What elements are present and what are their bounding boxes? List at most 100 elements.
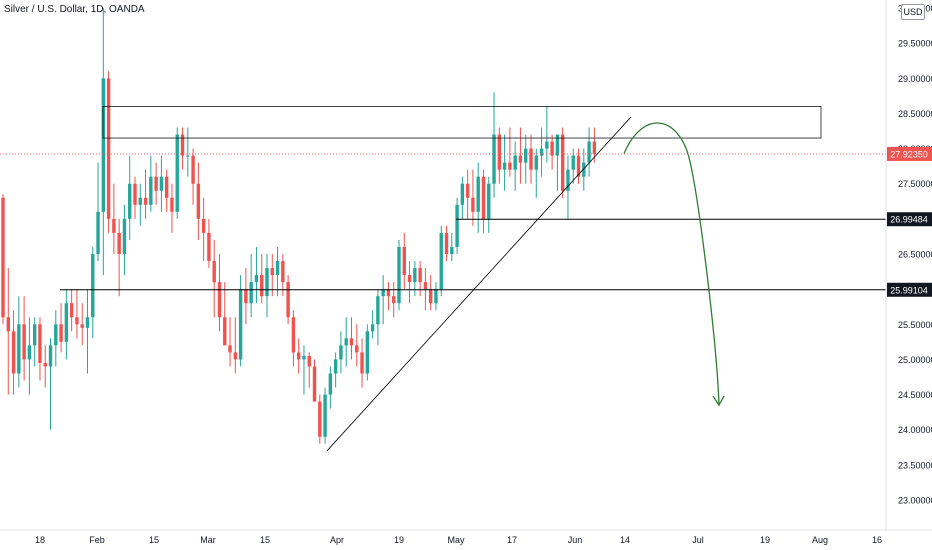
ascending-trendline[interactable] <box>326 116 632 452</box>
candle <box>344 317 348 367</box>
candle-body <box>217 282 222 318</box>
candle <box>423 268 428 311</box>
candle-body <box>212 261 216 283</box>
candle-body <box>355 345 359 353</box>
candle-body <box>149 176 153 205</box>
candle <box>318 394 322 444</box>
candle <box>365 324 370 381</box>
candle <box>164 169 169 212</box>
candle <box>402 232 406 290</box>
candle <box>518 127 523 184</box>
candle <box>392 282 396 318</box>
price-axis[interactable]: 23.00000 23.50000 24.00000 24.50000 25.00000… <box>885 0 932 530</box>
drawing-overlay <box>0 106 886 452</box>
candle <box>101 8 106 276</box>
candle <box>513 141 517 191</box>
candle <box>228 317 232 367</box>
price-label: 27.92350 <box>887 146 932 161</box>
y-tick-label: 25.50000 <box>898 320 932 330</box>
candle <box>471 169 475 226</box>
time-axis[interactable]: 18 Feb 15 Mar 15 Apr 19 May 17 Jun 14 Jul 19 Aug 16 <box>0 529 932 545</box>
candle <box>333 352 338 388</box>
candle-body <box>560 134 565 191</box>
candle-body <box>128 183 132 219</box>
y-tick-label: 24.00000 <box>898 425 932 435</box>
candle <box>381 275 385 325</box>
candle-body <box>223 317 227 346</box>
candle <box>17 296 21 388</box>
candle-body <box>186 155 190 157</box>
candle-body <box>381 289 385 297</box>
candle-body <box>180 134 185 156</box>
candle-body <box>75 317 79 325</box>
candle <box>376 289 380 346</box>
resistance-zone[interactable] <box>102 106 822 139</box>
candle <box>138 183 142 226</box>
candle <box>170 183 174 233</box>
candle <box>212 239 216 318</box>
candle-body <box>117 232 121 254</box>
candle <box>296 338 301 374</box>
projection-curve[interactable] <box>623 122 720 406</box>
candle <box>143 169 148 219</box>
candle-body <box>164 176 169 198</box>
candle-body <box>143 197 148 205</box>
candle-body <box>27 345 32 360</box>
candle <box>323 387 327 444</box>
candle-body <box>487 183 491 219</box>
x-tick-label: 17 <box>507 535 517 545</box>
candle <box>386 282 391 311</box>
candle <box>265 254 269 318</box>
candle <box>1 194 5 325</box>
plot-area <box>1 8 597 444</box>
candle <box>502 134 507 191</box>
x-tick-label: Aug <box>812 535 828 545</box>
candle-body <box>508 162 512 170</box>
candle <box>186 127 190 177</box>
candle <box>360 338 364 388</box>
y-tick-label: 29.50000 <box>898 39 932 49</box>
candle-body <box>513 155 517 170</box>
candle-body <box>481 176 486 219</box>
candle-body <box>365 331 370 374</box>
candle-body <box>302 355 306 360</box>
candle-body <box>360 352 364 374</box>
candle-body <box>101 78 106 212</box>
candle-body <box>455 204 459 247</box>
price-label-box <box>887 212 932 227</box>
candle-body <box>576 155 581 177</box>
candle <box>275 246 280 297</box>
candle-body <box>312 366 317 402</box>
candle-body <box>323 394 327 437</box>
candle <box>196 162 201 240</box>
candle-body <box>80 324 84 328</box>
candle <box>582 148 586 191</box>
candle-body <box>59 324 63 342</box>
candle <box>339 331 343 374</box>
candle-body <box>191 155 195 184</box>
candle-body <box>392 296 396 304</box>
candle <box>48 338 53 430</box>
y-tick-label: 29.00000 <box>898 74 932 84</box>
candle <box>370 310 375 339</box>
candle-body <box>48 345 53 367</box>
x-tick-label: Jun <box>568 535 583 545</box>
currency-badge[interactable]: USD <box>901 4 925 20</box>
candle <box>6 268 10 395</box>
price-label: 26.99484 <box>887 212 932 227</box>
y-tick-label: 23.50000 <box>898 460 932 470</box>
candle <box>349 317 354 360</box>
x-tick-label: 18 <box>35 535 45 545</box>
candle-body <box>22 324 26 360</box>
candle-body <box>249 282 253 304</box>
candle <box>487 176 491 233</box>
candle-body <box>91 254 95 318</box>
candle <box>566 155 570 219</box>
candle <box>238 275 243 367</box>
candle <box>555 134 560 191</box>
candle-body <box>233 352 238 360</box>
price-label-text: 25.99104 <box>890 285 928 295</box>
candle <box>560 127 565 198</box>
candle-body <box>238 289 243 360</box>
